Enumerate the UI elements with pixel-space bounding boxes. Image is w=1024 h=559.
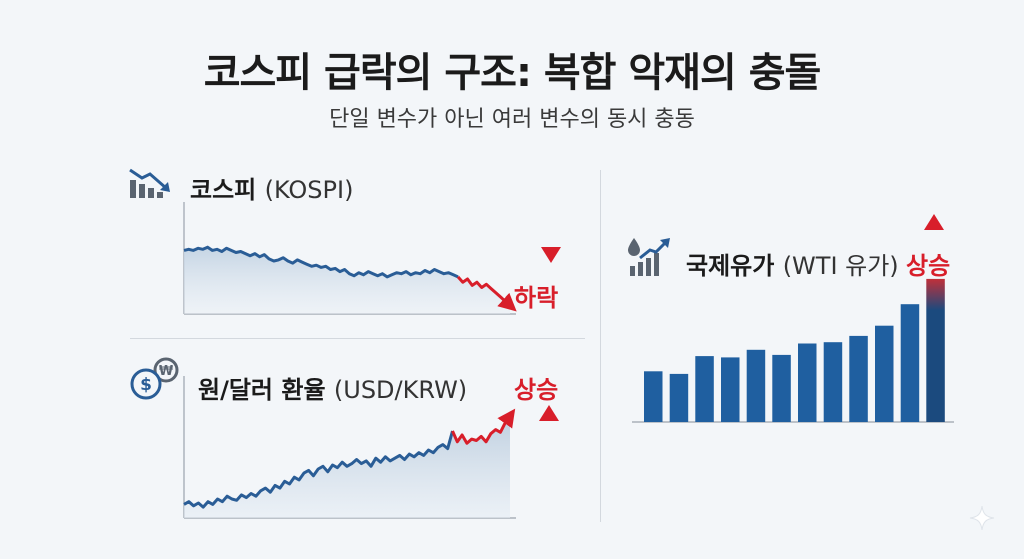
oil-bar: [823, 342, 843, 422]
oil-code: (WTI 유가): [782, 252, 899, 280]
page-title: 코스피 급락의 구조: 복합 악재의 충돌: [203, 50, 822, 96]
oil-bar: [926, 278, 945, 422]
oil-bar: [772, 354, 791, 422]
up-triangle-icon: [539, 405, 559, 421]
kospi-name: 코스피: [190, 176, 257, 204]
svg-text:$: $: [140, 375, 152, 395]
oil-bar: [644, 371, 663, 422]
kospi-code: (KOSPI): [264, 176, 354, 204]
oil-name: 국제유가: [686, 252, 775, 280]
oil-bar: [695, 356, 714, 422]
oil-bar: [746, 349, 766, 422]
sparkle-icon: [969, 505, 995, 531]
svg-text:₩: ₩: [159, 364, 174, 379]
oil-bar: [669, 373, 689, 422]
oil-panel-title: 국제유가 (WTI 유가): [686, 246, 899, 281]
currency-exchange-icon: ₩ $: [130, 357, 179, 400]
kospi-trend-label: 하락: [514, 284, 559, 312]
fx-code: (USD/KRW): [333, 376, 468, 404]
fx-name: 원/달러 환율: [198, 376, 326, 404]
fx-trend-label: 상승: [514, 376, 559, 404]
horizontal-divider: [130, 338, 585, 339]
oil-bar: [900, 304, 920, 422]
oil-bar: [875, 325, 894, 422]
kospi-area: [184, 247, 510, 314]
fx-line: [183, 430, 454, 509]
kospi-panel-title: 코스피 (KOSPI): [190, 170, 353, 205]
oil-trend-label: 상승: [906, 252, 951, 280]
vertical-divider: [600, 170, 601, 522]
down-triangle-icon: [541, 247, 561, 263]
up-triangle-icon: [924, 214, 944, 230]
oil-bar: [849, 335, 868, 422]
oil-bar: [798, 343, 817, 422]
kospi-trend-line: [456, 275, 517, 312]
oil-bar: [721, 357, 740, 422]
page-subtitle: 단일 변수가 아닌 여러 변수의 동시 충동: [329, 107, 695, 132]
chart-down-icon: [129, 168, 170, 198]
oil-price-up-icon: [628, 238, 670, 276]
fx-panel-title: 원/달러 환율 (USD/KRW): [198, 370, 467, 405]
fx-trend-line: [451, 408, 516, 445]
kospi-line: [183, 245, 459, 279]
